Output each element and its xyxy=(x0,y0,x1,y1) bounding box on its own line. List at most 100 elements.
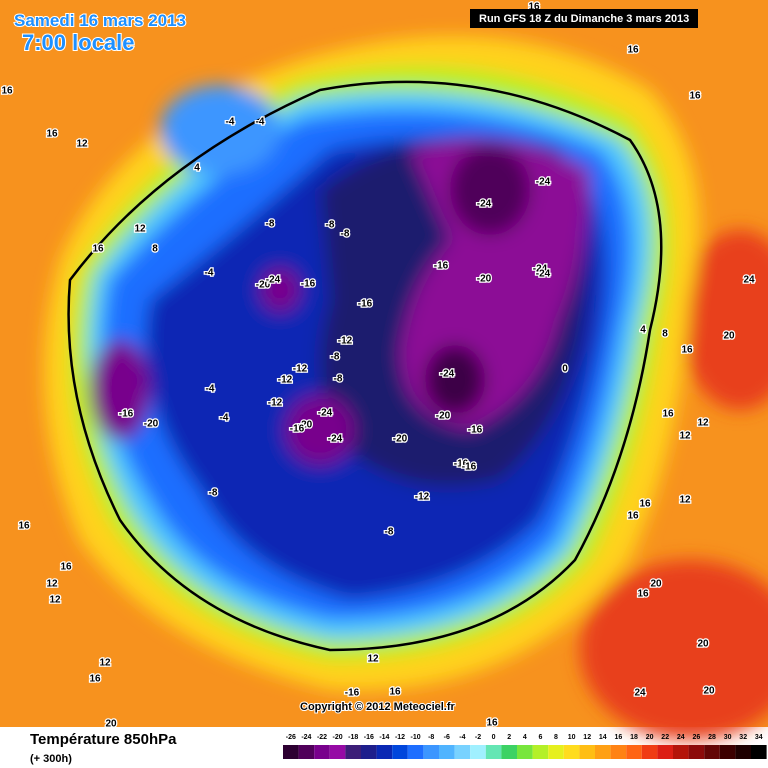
legend-swatch xyxy=(641,745,658,759)
contour-label: -20 xyxy=(298,420,313,431)
legend-swatch xyxy=(361,745,377,759)
contour-label: -8 xyxy=(334,374,343,385)
color-legend: -26 -24 -22 -20 -18 -16 -14 -12 -10 -8 -6 -4 -2 0 2 4 6 8… xyxy=(283,734,767,759)
legend-swatch xyxy=(532,745,549,759)
legend-swatch xyxy=(470,745,486,759)
contour-label: 16 xyxy=(637,589,649,600)
contour-label: 20 xyxy=(723,331,735,342)
contour-label: 8 xyxy=(152,244,158,255)
contour-label: -24 xyxy=(328,434,343,445)
legend-swatch xyxy=(423,745,439,759)
contour-label: 16 xyxy=(627,511,639,522)
legend-tick-label: -22 xyxy=(317,734,327,741)
date: Samedi 16 mars 2013 xyxy=(14,11,186,30)
contour-label: -24 xyxy=(318,408,333,419)
contour-label: -16 xyxy=(119,409,134,420)
contour-label: -4 xyxy=(226,117,235,128)
contour-label: -12 xyxy=(293,364,308,375)
contour-label: -4 xyxy=(206,384,215,395)
contour-label: 16 xyxy=(60,562,72,573)
footer-lead: (+ 300h) xyxy=(30,753,72,765)
contour-label: 16 xyxy=(89,674,101,685)
contour-label: 12 xyxy=(99,658,111,669)
legend-swatch xyxy=(314,745,330,759)
legend-swatch xyxy=(735,745,751,759)
contour-label: -12 xyxy=(278,375,293,386)
legend-swatch xyxy=(485,745,502,759)
legend-swatch xyxy=(673,745,689,759)
legend-tick-label: -6 xyxy=(444,734,450,741)
contour-label: -20 xyxy=(144,419,159,430)
contour-label: -4 xyxy=(256,117,265,128)
contour-label: 12 xyxy=(134,224,146,235)
contour-label: -8 xyxy=(326,220,335,231)
legend-tick-label: 24 xyxy=(677,734,685,741)
contour-label: 16 xyxy=(389,687,401,698)
legend-swatch xyxy=(439,745,455,759)
contour-label: -16 xyxy=(434,261,449,272)
contour-label: -20 xyxy=(256,280,271,291)
legend-tick-label: -12 xyxy=(395,734,405,741)
legend-swatch xyxy=(548,745,564,759)
contour-label: 16 xyxy=(689,91,701,102)
legend-tick-label: 18 xyxy=(630,734,638,741)
contour-label: 16 xyxy=(662,409,674,420)
contour-label: 12 xyxy=(697,418,709,429)
legend-tick-label: -18 xyxy=(348,734,358,741)
legend-tick-label: -26 xyxy=(286,734,296,741)
contour-label: 16 xyxy=(681,345,693,356)
contour-label: -24 xyxy=(536,269,551,280)
legend-tick-label: -20 xyxy=(333,734,343,741)
time: 7:00 locale xyxy=(22,30,135,55)
contour-label: -8 xyxy=(209,488,218,499)
contour-label: -8 xyxy=(341,229,350,240)
legend-tick-label: -14 xyxy=(379,734,389,741)
contour-label: -12 xyxy=(268,398,283,409)
legend-swatch xyxy=(376,745,393,759)
contour-label: 20 xyxy=(697,639,709,650)
footer-title: Température 850hPa xyxy=(30,731,177,748)
contour-label: 16 xyxy=(46,129,58,140)
contour-label: -16 xyxy=(454,459,469,470)
contour-label: 12 xyxy=(46,579,58,590)
contour-label: 16 xyxy=(92,244,104,255)
legend-tick-label: 12 xyxy=(583,734,591,741)
contour-label: -24 xyxy=(266,275,281,286)
contour-label: 12 xyxy=(367,654,379,665)
contour-label: 12 xyxy=(679,495,691,506)
contour-label: 20 xyxy=(703,686,715,697)
contour-label: 16 xyxy=(486,718,498,729)
legend-tick-label: 0 xyxy=(492,734,496,741)
contour-label: -16 xyxy=(345,688,360,699)
contour-label: -8 xyxy=(385,527,394,538)
legend-swatch xyxy=(626,745,642,759)
legend-swatch xyxy=(610,745,627,759)
legend-tick-label: 4 xyxy=(523,734,527,741)
legend-tick-label: 16 xyxy=(615,734,623,741)
contour-label: -16 xyxy=(358,299,373,310)
contour-label: 8 xyxy=(662,329,668,340)
contour-label: 16 xyxy=(18,521,30,532)
legend-swatch xyxy=(298,745,315,759)
contour-label: -20 xyxy=(477,274,492,285)
contour-label: -24 xyxy=(477,199,492,210)
legend-tick-label: 30 xyxy=(724,734,732,741)
contour-label: 16 xyxy=(639,499,651,510)
contour-label: -16 xyxy=(462,462,477,473)
legend-swatch xyxy=(345,745,361,759)
legend-swatch xyxy=(704,745,720,759)
contour-label: 0 xyxy=(562,364,568,375)
legend-tick-label: 14 xyxy=(599,734,607,741)
legend-swatch xyxy=(454,745,471,759)
legend-tick-label: -16 xyxy=(364,734,374,741)
legend-tick-label: 22 xyxy=(661,734,669,741)
legend-swatch xyxy=(329,745,346,759)
legend-tick-label: 10 xyxy=(568,734,576,741)
contour-label: 24 xyxy=(634,688,646,699)
legend-tick-label: 20 xyxy=(646,734,654,741)
run: Run GFS 18 Z du Dimanche 3 mars 2013 xyxy=(479,13,689,25)
legend-swatch xyxy=(517,745,533,759)
